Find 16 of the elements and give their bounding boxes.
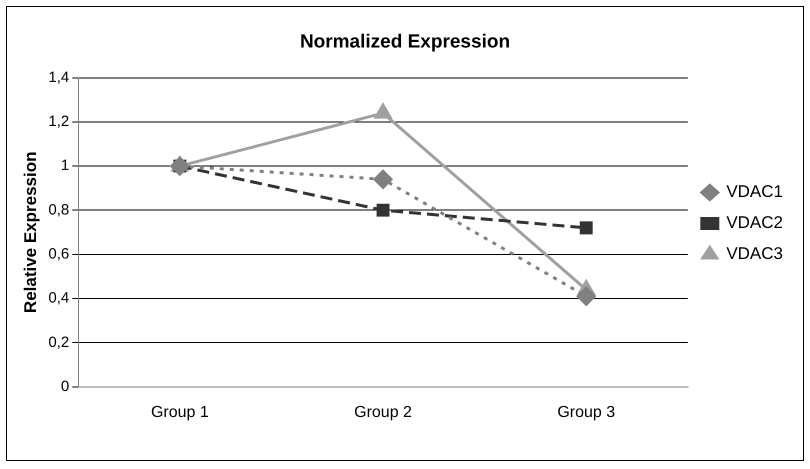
y-axis-title: Relative Expression bbox=[20, 152, 40, 314]
x-tick-label: Group 3 bbox=[557, 404, 616, 421]
y-tick-label: 1,2 bbox=[48, 113, 70, 130]
y-tick-label: 0,2 bbox=[48, 334, 70, 351]
x-tick-label: Group 1 bbox=[150, 404, 209, 421]
y-tick-label: 0,8 bbox=[48, 201, 70, 218]
legend-label: VDAC1 bbox=[726, 182, 783, 202]
legend-label: VDAC3 bbox=[726, 244, 783, 264]
y-tick-label: 1,4 bbox=[48, 68, 70, 86]
chart-title: Normalized Expression bbox=[300, 32, 510, 53]
legend-label: VDAC2 bbox=[726, 213, 783, 232]
y-tick-label: 0 bbox=[60, 378, 70, 395]
x-tick-label: Group 2 bbox=[354, 404, 412, 421]
y-tick-label: 0,6 bbox=[48, 246, 70, 263]
y-tick-label: 0,4 bbox=[48, 290, 70, 307]
y-tick-label: 1 bbox=[60, 157, 70, 174]
